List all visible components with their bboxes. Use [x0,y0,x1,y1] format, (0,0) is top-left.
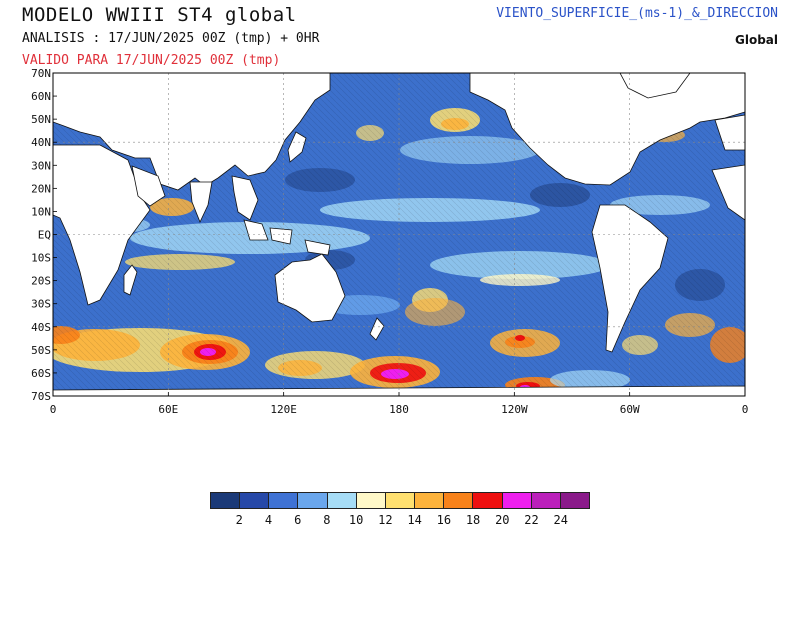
color-legend [210,492,590,509]
legend-label: 22 [524,513,539,527]
analysis-time: ANALISIS : 17/JUN/2025 00Z (tmp) + 0HR [22,31,320,46]
lat-label: 50N [31,113,51,126]
legend-swatch [240,493,270,508]
legend-swatch [385,493,416,508]
color-legend-labels: 2 4 6 8 10 12 14 16 18 20 22 24 [210,513,590,529]
legend-label: 6 [294,513,302,527]
legend-label: 18 [465,513,481,527]
lon-label: 60E [158,403,178,416]
legend-swatch [473,493,503,508]
lon-label: 120E [270,403,297,416]
legend-label: 4 [264,513,273,527]
lat-label: 40N [31,136,51,149]
lon-label: 120W [501,403,528,416]
legend-label: 16 [436,513,452,527]
lat-label: 10N [31,205,51,218]
legend-swatch [211,493,241,508]
region-label: Global [734,33,778,47]
land-masses [53,73,745,396]
lat-label: 70S [31,390,51,403]
legend-swatch [502,493,532,508]
longitude-axis: 0 60E 120E 180 120W 60W 0 [50,392,749,416]
legend-swatch [415,493,445,508]
legend-label: 2 [235,513,243,527]
lat-label: 50S [31,344,51,357]
legend-label: 14 [407,513,422,527]
lat-label: 60S [31,367,51,380]
legend-swatch [531,493,561,508]
legend-swatch [560,493,590,508]
lat-label: 30N [31,159,51,172]
lat-label: 30S [31,298,51,311]
legend-label: 24 [553,513,568,527]
graticule [53,73,745,396]
lat-label: 20N [31,182,51,195]
lat-label: 10S [31,252,51,265]
legend-label: 8 [323,513,331,527]
legend-label: 20 [495,513,510,527]
lat-label: 60N [31,90,51,103]
lat-label: 70N [31,67,51,80]
legend-swatch [269,493,299,508]
lat-label: 20S [31,275,51,288]
lon-label: 180 [389,403,409,416]
lon-label: 60W [620,403,640,416]
legend-swatch [356,493,386,508]
variable-name: VIENTO_SUPERFICIE_(ms-1)_&_DIRECCION [496,6,778,21]
map-title: MODELO WWIII ST4 global [22,4,297,26]
valid-time: VALIDO PARA 17/JUN/2025 00Z (tmp) [22,53,281,68]
legend-label: 12 [378,513,393,527]
lat-label: EQ [38,229,51,242]
lon-label: 0 [742,403,749,416]
latitude-axis: 70N 60N 50N 40N 30N 20N 10N EQ 10S 20S 30S 40S 50S 60… [31,67,57,403]
legend-swatch [327,493,357,508]
legend-swatch [444,493,474,508]
lon-label: 0 [50,403,57,416]
lat-label: 40S [31,321,51,334]
legend-label: 10 [348,513,364,527]
legend-swatch [298,493,328,508]
